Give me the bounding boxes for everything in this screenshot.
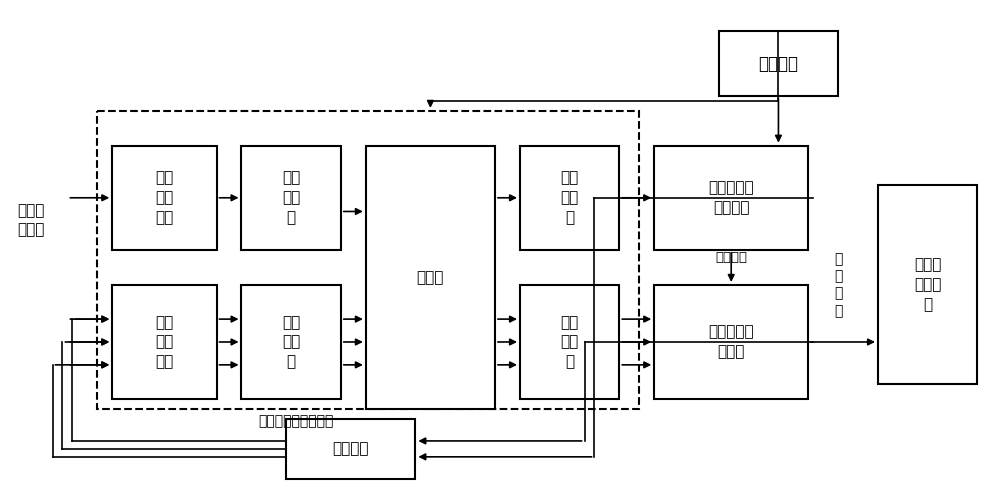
Bar [520, 285, 619, 399]
Bar [286, 419, 415, 479]
Bar [366, 146, 495, 409]
Bar [878, 185, 977, 384]
Bar [520, 146, 619, 250]
Text: 压电陶
瓷执行
器: 压电陶 瓷执行 器 [914, 257, 941, 312]
Bar [654, 285, 808, 399]
Text: 输
出
信
号: 输 出 信 号 [834, 252, 842, 318]
Bar [654, 146, 808, 250]
Text: 信号
调理
电路: 信号 调理 电路 [155, 171, 174, 225]
Text: 检测模块: 检测模块 [333, 442, 369, 457]
Bar [112, 146, 217, 250]
Text: 开关式功率
放大模块: 开关式功率 放大模块 [708, 181, 754, 215]
Bar [97, 111, 639, 409]
Text: 信号
调理
电路: 信号 调理 电路 [155, 315, 174, 369]
Text: 模数
转换
器: 模数 转换 器 [282, 171, 300, 225]
Text: 模数
转换
器: 模数 转换 器 [282, 315, 300, 369]
Text: 动态供电: 动态供电 [716, 251, 748, 264]
Bar [241, 285, 341, 399]
Bar [719, 31, 838, 96]
Text: 数模
转换
器: 数模 转换 器 [560, 171, 579, 225]
Bar [112, 285, 217, 399]
Text: 系统输
入信号: 系统输 入信号 [18, 203, 45, 238]
Text: 处理器: 处理器 [417, 270, 444, 285]
Text: 混合式电源控制模块: 混合式电源控制模块 [258, 414, 334, 428]
Text: 数模
转换
器: 数模 转换 器 [560, 315, 579, 369]
Bar [241, 146, 341, 250]
Text: 供电电源: 供电电源 [758, 54, 798, 72]
Text: 线性功率放
大模块: 线性功率放 大模块 [708, 324, 754, 359]
